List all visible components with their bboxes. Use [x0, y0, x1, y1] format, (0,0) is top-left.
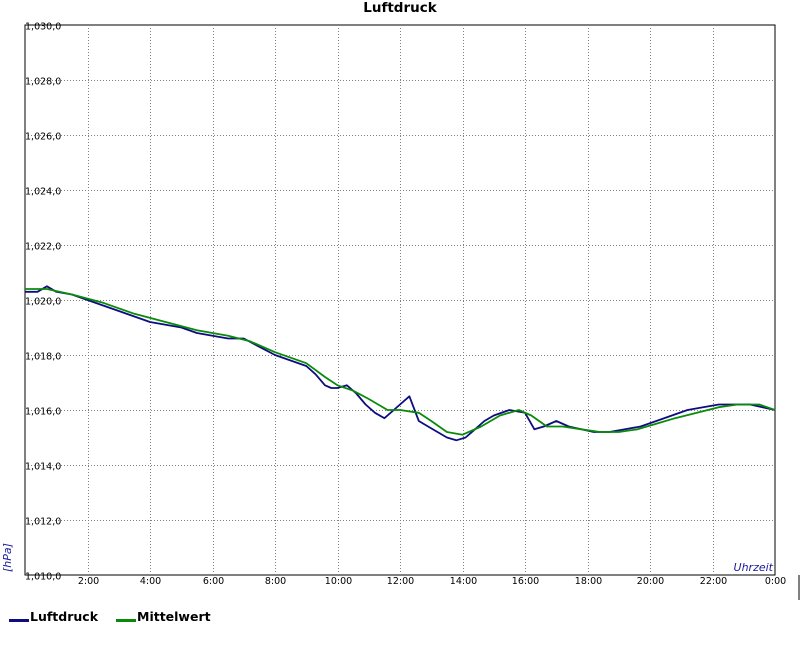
x-tick-label: 8:00: [265, 576, 286, 587]
y-tick-label: 1,014,0: [25, 462, 61, 473]
x-axis-label: Uhrzeit: [734, 561, 774, 574]
y-tick-label: 1,012,0: [25, 517, 61, 528]
x-tick-label: 6:00: [203, 576, 224, 587]
legend-swatch-mittelwert: [116, 619, 136, 622]
x-tick-label: 10:00: [325, 576, 352, 587]
legend-label-mittelwert: Mittelwert: [137, 609, 211, 624]
y-tick-label: 1,028,0: [25, 77, 61, 88]
y-tick-label: 1,026,0: [25, 132, 61, 143]
y-tick-label: 1,010,0: [25, 572, 61, 583]
x-tick-label: 2:00: [78, 576, 99, 587]
x-tick-label: 18:00: [575, 576, 602, 587]
y-tick-label: 1,030,0: [25, 22, 61, 33]
x-tick-label: 14:00: [450, 576, 477, 587]
y-tick-label: 1,024,0: [25, 187, 61, 198]
chart-title: Luftdruck: [363, 0, 437, 16]
legend-swatch-luftdruck: [9, 619, 29, 622]
x-tick-label: 0:00: [765, 576, 786, 587]
x-tick-label: 12:00: [387, 576, 414, 587]
legend-label-luftdruck: Luftdruck: [30, 609, 99, 624]
y-tick-label: 1,016,0: [25, 407, 61, 418]
x-tick-label: 22:00: [700, 576, 727, 587]
series-line-mittelwert: [25, 288, 776, 436]
series-line-luftdruck: [25, 285, 776, 442]
y-tick-label: 1,020,0: [25, 297, 61, 308]
x-tick-label: 4:00: [140, 576, 161, 587]
x-tick-label: 20:00: [637, 576, 664, 587]
y-axis-label: [hPa]: [1, 543, 14, 572]
y-tick-label: 1,018,0: [25, 352, 61, 363]
x-tick-label: 16:00: [512, 576, 539, 587]
y-tick-label: 1,022,0: [25, 242, 61, 253]
